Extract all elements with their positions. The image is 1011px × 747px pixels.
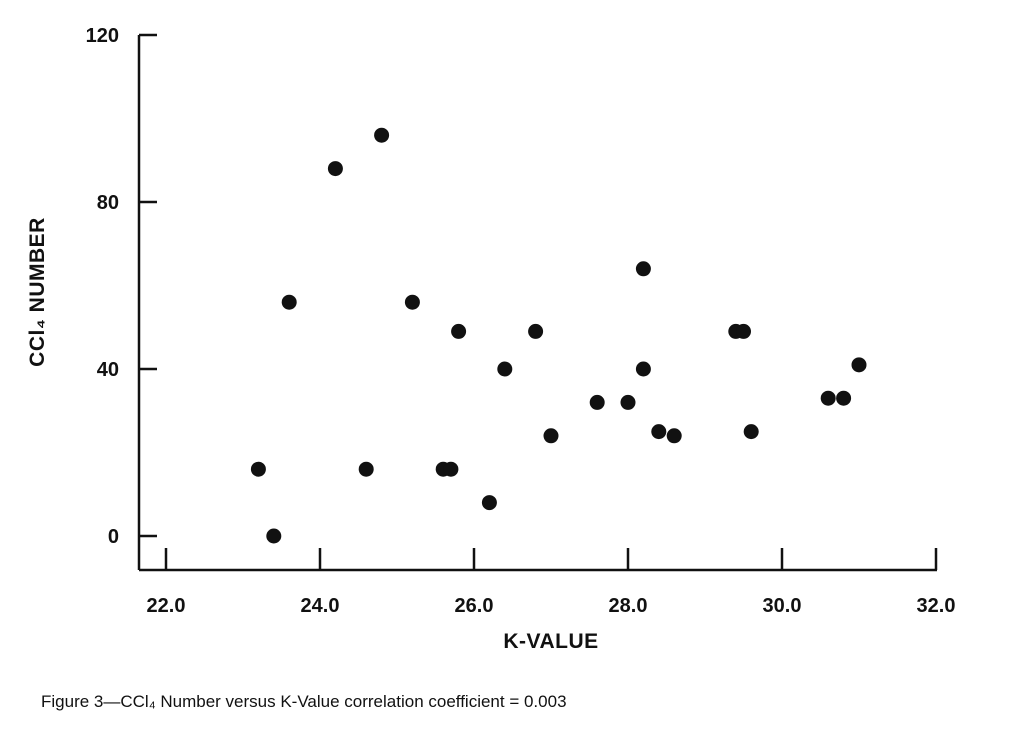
y-axis-label: CCl₄ NUMBER [26, 217, 49, 367]
data-point [635, 261, 651, 277]
y-tick-label: 80 [97, 192, 119, 214]
x-ticks: 22.0 24.0 26.0 28.0 30.0 32.0 [147, 548, 956, 617]
data-point [327, 161, 343, 177]
data-point [635, 361, 651, 377]
data-point [820, 390, 836, 406]
data-points [250, 127, 867, 544]
data-point [851, 357, 867, 373]
x-axis-label: K-VALUE [503, 630, 598, 653]
data-point [451, 323, 467, 339]
data-point [281, 294, 297, 310]
chart-axes [137, 35, 937, 572]
x-tick-label: 28.0 [609, 595, 648, 617]
data-point [481, 495, 497, 511]
data-point [404, 294, 420, 310]
x-tick-label: 24.0 [301, 595, 340, 617]
x-tick-label: 30.0 [763, 595, 802, 617]
y-ticks: 0 40 80 120 [86, 25, 157, 548]
data-point [543, 428, 559, 444]
data-point [736, 323, 751, 339]
x-tick-label: 32.0 [917, 595, 956, 617]
data-point [497, 361, 513, 377]
data-point [250, 461, 266, 477]
y-tick-label: 0 [108, 526, 119, 548]
data-point [358, 461, 374, 477]
data-point [374, 127, 390, 143]
data-point [443, 461, 459, 477]
figure-caption: Figure 3—CCl₄ Number versus K-Value corr… [41, 692, 567, 711]
data-point [528, 323, 544, 339]
x-tick-label: 22.0 [147, 595, 186, 617]
data-point [620, 394, 636, 410]
data-point [836, 390, 852, 406]
x-tick-label: 26.0 [455, 595, 494, 617]
data-point [743, 424, 759, 440]
y-tick-label: 120 [86, 25, 119, 47]
data-point [589, 394, 605, 410]
data-point [266, 528, 282, 544]
data-point [666, 428, 682, 444]
y-tick-label: 40 [97, 359, 119, 381]
data-point [651, 424, 667, 440]
